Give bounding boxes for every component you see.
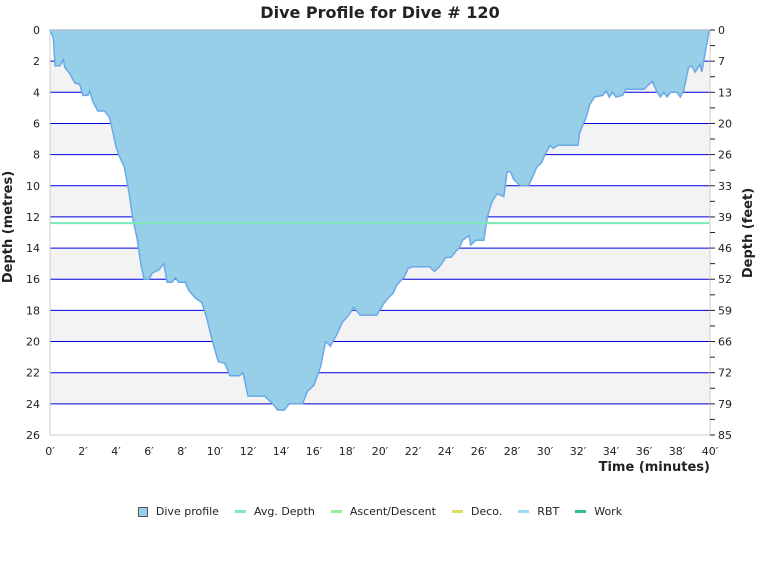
grid-band	[50, 372, 710, 404]
y-right-tick-label: 79	[718, 398, 732, 411]
y-right-tick-label: 33	[718, 180, 732, 193]
x-tick-label: 36′	[636, 445, 653, 458]
x-tick-label: 32′	[570, 445, 587, 458]
y-tick-label: 6	[33, 117, 40, 130]
legend: Dive profile Avg. Depth Ascent/Descent Deco…	[0, 505, 760, 518]
y-tick-label: 16	[26, 273, 40, 286]
x-tick-label: 18′	[339, 445, 356, 458]
y-right-tick-label: 52	[718, 273, 732, 286]
y-tick-label: 20	[26, 336, 40, 349]
y-tick-label: 8	[33, 149, 40, 162]
legend-item[interactable]: Deco.	[451, 505, 503, 518]
x-tick-label: 40′	[702, 445, 719, 458]
chart-svg: Dive Profile for Dive # 120 Depth (metre…	[1, 3, 756, 475]
y-tick-label: 22	[26, 367, 40, 380]
legend-item[interactable]: Work	[575, 505, 622, 518]
y-tick-label: 24	[26, 398, 40, 411]
y-tick-label: 0	[33, 24, 40, 37]
x-tick-label: 22′	[405, 445, 422, 458]
x-tick-label: 4′	[111, 445, 121, 458]
legend-line-icon	[518, 510, 530, 513]
legend-line-icon	[234, 510, 246, 513]
x-tick-label: 8′	[177, 445, 187, 458]
x-tick-label: 38′	[669, 445, 686, 458]
y-tick-label: 18	[26, 304, 40, 317]
legend-box-icon	[137, 506, 148, 517]
chart-title: Dive Profile for Dive # 120	[260, 3, 499, 22]
legend-line-icon	[575, 510, 587, 513]
legend-label: Avg. Depth	[253, 505, 315, 518]
x-tick-label: 28′	[504, 445, 521, 458]
x-tick-label: 34′	[603, 445, 620, 458]
x-tick-label: 26′	[471, 445, 488, 458]
y-right-tick-label: 20	[718, 117, 732, 130]
legend-label: Deco.	[470, 505, 503, 518]
x-tick-label: 16′	[306, 445, 323, 458]
x-tick-label: 14′	[273, 445, 290, 458]
legend-item[interactable]: Avg. Depth	[234, 505, 315, 518]
legend-label: Work	[594, 505, 623, 518]
y-right-axis-label: Depth (feet)	[741, 188, 756, 278]
legend-label: RBT	[537, 505, 560, 518]
legend-line-icon	[451, 510, 463, 513]
y-tick-label: 2	[33, 55, 40, 68]
y-right-tick-label: 59	[718, 304, 732, 317]
y-right-tick-label: 66	[718, 336, 732, 349]
grid-band	[50, 310, 710, 342]
dive-profile-area	[48, 29, 710, 411]
y-right-tick-label: 26	[718, 149, 732, 162]
x-tick-label: 6′	[144, 445, 154, 458]
y-right-tick-label: 39	[718, 211, 732, 224]
legend-label: Dive profile	[155, 505, 219, 518]
y-tick-label: 4	[33, 86, 40, 99]
y-right-tick-label: 0	[718, 24, 725, 37]
y-tick-label: 14	[26, 242, 40, 255]
legend-item[interactable]: Dive profile	[137, 505, 219, 518]
x-tick-label: 0′	[45, 445, 55, 458]
legend-item[interactable]: Ascent/Descent	[330, 505, 436, 518]
x-tick-label: 12′	[240, 445, 257, 458]
y-tick-label: 26	[26, 429, 40, 442]
y-axis-label: Depth (metres)	[1, 171, 16, 283]
x-axis-label: Time (minutes)	[599, 460, 710, 475]
x-tick-label: 10′	[207, 445, 224, 458]
legend-label: Ascent/Descent	[349, 505, 436, 518]
x-tick-label: 30′	[537, 445, 554, 458]
y-right-tick-label: 13	[718, 86, 732, 99]
y-right-tick-label: 46	[718, 242, 732, 255]
y-right-tick-label: 7	[718, 55, 725, 68]
x-tick-label: 24′	[438, 445, 455, 458]
y-tick-label: 12	[26, 211, 40, 224]
x-tick-label: 20′	[372, 445, 389, 458]
legend-item[interactable]: RBT	[518, 505, 559, 518]
legend-line-icon	[330, 510, 342, 513]
y-right-tick-label: 85	[718, 429, 732, 442]
y-tick-label: 10	[26, 180, 40, 193]
x-tick-label: 2′	[78, 445, 88, 458]
y-right-tick-label: 72	[718, 367, 732, 380]
